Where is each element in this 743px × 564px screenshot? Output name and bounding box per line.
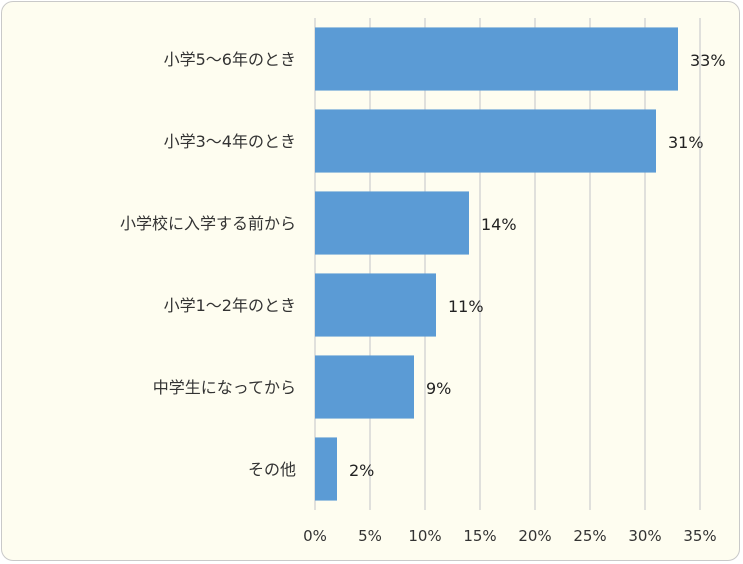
- category-label: 中学生になってから: [153, 378, 296, 397]
- bars: [315, 27, 678, 501]
- bar: [315, 191, 469, 255]
- x-tick-labels: 0% 5% 10% 15% 20% 25% 30% 35%: [303, 527, 717, 545]
- x-tick-label: 20%: [518, 527, 551, 545]
- x-tick-label: 5%: [358, 527, 382, 545]
- category-label: 小学5～6年のとき: [164, 50, 296, 69]
- category-label: 小学校に入学する前から: [120, 214, 296, 233]
- data-label: 14%: [481, 215, 517, 234]
- bar: [315, 109, 656, 173]
- bar: [315, 27, 678, 91]
- data-label: 31%: [668, 133, 704, 152]
- data-label: 2%: [349, 461, 374, 480]
- data-label: 11%: [448, 297, 484, 316]
- category-label: 小学1～2年のとき: [164, 296, 296, 315]
- x-tick-label: 10%: [408, 527, 441, 545]
- x-tick-label: 30%: [628, 527, 661, 545]
- x-tick-label: 0%: [303, 527, 327, 545]
- x-tick-label: 35%: [683, 527, 716, 545]
- bar: [315, 273, 436, 337]
- bar: [315, 437, 337, 501]
- data-label: 9%: [426, 379, 451, 398]
- x-tick-label: 15%: [463, 527, 496, 545]
- gridlines: [314, 18, 701, 510]
- category-label: その他: [248, 460, 296, 479]
- data-labels: 33% 31% 14% 11% 9% 2%: [349, 51, 726, 480]
- x-tick-label: 25%: [573, 527, 606, 545]
- bar: [315, 355, 414, 419]
- category-label: 小学3～4年のとき: [164, 132, 296, 151]
- data-label: 33%: [690, 51, 726, 70]
- category-labels: 小学5～6年のとき小学3～4年のとき小学校に入学する前から小学1～2年のとき中学…: [120, 50, 296, 479]
